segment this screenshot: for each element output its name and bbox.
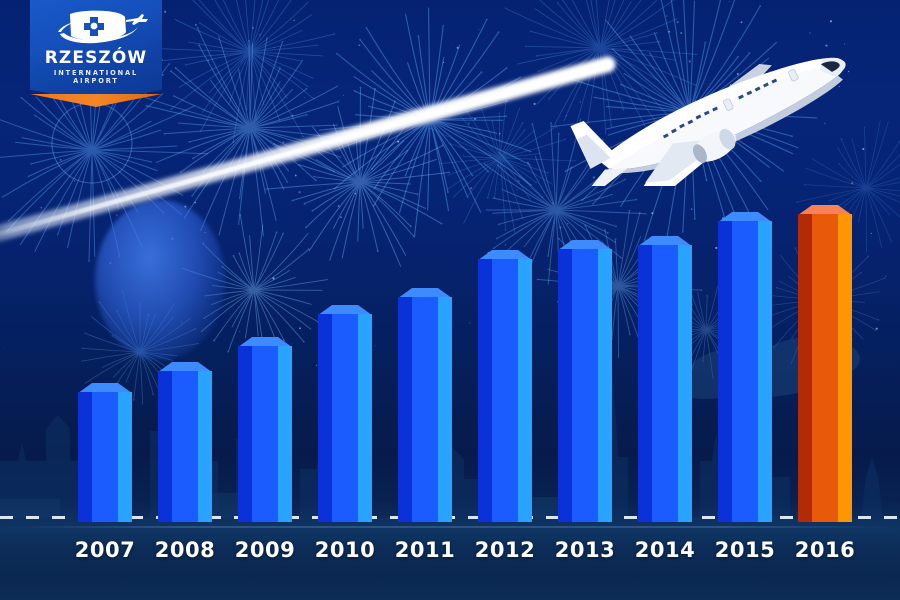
bar-right-face	[438, 297, 452, 522]
bar-left-face	[398, 297, 412, 522]
bar-front-face	[812, 214, 838, 522]
year-label-2008: 2008	[140, 538, 230, 562]
year-label-2010: 2010	[300, 538, 390, 562]
bar-body	[158, 371, 212, 522]
year-label-2016: 2016	[780, 538, 870, 562]
bar-2015	[718, 212, 772, 522]
bar-left-face	[638, 245, 652, 522]
year-label-2014: 2014	[620, 538, 710, 562]
bar-left-face	[318, 314, 332, 522]
year-label-2012: 2012	[460, 538, 550, 562]
year-label-2009: 2009	[220, 538, 310, 562]
bar-left-face	[798, 214, 812, 522]
bar-2009	[238, 337, 292, 522]
bar-left-face	[238, 346, 252, 522]
bar-front-face	[492, 259, 518, 522]
year-label-2015: 2015	[700, 538, 790, 562]
bar-right-face	[838, 214, 852, 522]
bar-body	[238, 346, 292, 522]
year-label-2013: 2013	[540, 538, 630, 562]
bar-right-face	[278, 346, 292, 522]
bar-left-face	[558, 249, 572, 522]
bar-body	[798, 214, 852, 522]
bar-2011	[398, 288, 452, 522]
bar-2007	[78, 383, 132, 522]
bar-front-face	[652, 245, 678, 522]
bar-body	[718, 221, 772, 522]
bar-right-face	[678, 245, 692, 522]
bar-2012	[478, 250, 532, 522]
bar-right-face	[518, 259, 532, 522]
bar-left-face	[478, 259, 492, 522]
bar-body	[398, 297, 452, 522]
bar-left-face	[718, 221, 732, 522]
bar-body	[318, 314, 372, 522]
bar-front-face	[172, 371, 198, 522]
bar-2013	[558, 240, 612, 522]
bar-left-face	[158, 371, 172, 522]
logo-banner[interactable]: RZESZÓW INTERNATIONAL AIRPORT	[30, 0, 162, 102]
bar-left-face	[78, 392, 92, 522]
bar-front-face	[572, 249, 598, 522]
bar-front-face	[732, 221, 758, 522]
bar-2016	[798, 205, 852, 522]
bar-2014	[638, 236, 692, 522]
bar-right-face	[118, 392, 132, 522]
bar-front-face	[332, 314, 358, 522]
bar-body	[478, 259, 532, 522]
infographic-stage: 2007 2008 2009 2010 2011 2012 2013 2014 2015 2016…	[0, 0, 900, 600]
bar-front-face	[412, 297, 438, 522]
bar-body	[638, 245, 692, 522]
bar-right-face	[598, 249, 612, 522]
bar-right-face	[358, 314, 372, 522]
year-label-2007: 2007	[60, 538, 150, 562]
year-label-2011: 2011	[380, 538, 470, 562]
bar-body	[558, 249, 612, 522]
bar-2008	[158, 362, 212, 522]
bar-front-face	[92, 392, 118, 522]
bar-right-face	[198, 371, 212, 522]
logo-subtitle: INTERNATIONAL AIRPORT	[30, 69, 162, 85]
airport-crest-with-plane-icon	[30, 8, 162, 48]
bar-body	[78, 392, 132, 522]
bar-right-face	[758, 221, 772, 522]
logo-name: RZESZÓW	[30, 48, 162, 68]
bar-2010	[318, 305, 372, 522]
bar-front-face	[252, 346, 278, 522]
